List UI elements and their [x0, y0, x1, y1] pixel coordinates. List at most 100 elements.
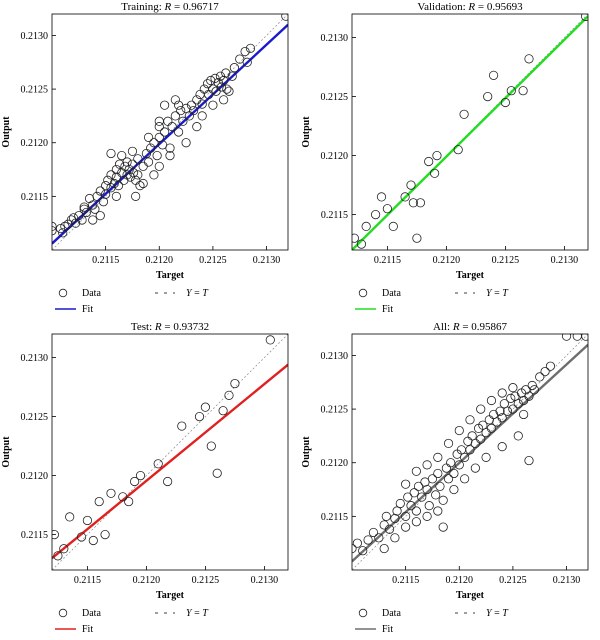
- data-point: [481, 452, 491, 462]
- data-point: [518, 86, 528, 96]
- data-point: [200, 402, 210, 412]
- data-point: [489, 70, 499, 80]
- identity-line: [52, 14, 288, 250]
- x-tick-label: 0.2125: [192, 575, 220, 586]
- legend-data-marker: [358, 288, 368, 298]
- data-point: [415, 198, 426, 208]
- chart-title-value: = 0.96717: [171, 1, 219, 13]
- data-point: [438, 522, 448, 532]
- data-point: [113, 181, 124, 191]
- y-tick-label: 0.2125: [321, 92, 349, 103]
- data-point: [535, 372, 545, 382]
- data-point: [431, 490, 441, 500]
- data-point: [427, 474, 438, 484]
- data-point: [212, 468, 222, 478]
- chart-validation: Validation: R = 0.95693 0.2115 0.2120 0.212…: [301, 1, 589, 315]
- data-point: [403, 492, 413, 502]
- legend: Data Fit Y = T: [55, 608, 209, 635]
- data-point: [433, 468, 443, 479]
- identity-line: [52, 334, 288, 570]
- legend-identity-label: Y = T: [186, 608, 209, 619]
- data-point: [189, 105, 199, 116]
- chart-all: All: R = 0.95867 0.2115 0.2120 0.2125 0.2130…: [301, 321, 589, 635]
- data-point: [411, 517, 421, 527]
- data-point: [470, 438, 480, 449]
- data-point: [76, 532, 87, 542]
- data-point: [281, 14, 288, 21]
- data-point: [170, 95, 180, 105]
- chart-title: Training: R = 0.96717: [121, 1, 219, 13]
- data-point: [371, 210, 381, 220]
- data-point: [79, 204, 89, 214]
- data-point: [486, 395, 497, 406]
- data-point: [88, 200, 98, 210]
- panel-test: Test: R = 0.93732 0.2115 0.2120 0.2125 0.213…: [0, 320, 300, 640]
- data-point: [413, 481, 424, 491]
- panel-all: All: R = 0.95867 0.2115 0.2120 0.2125 0.2130…: [300, 320, 600, 640]
- legend-identity-label: Y = T: [186, 288, 209, 299]
- data-point: [218, 406, 228, 416]
- data-point: [379, 543, 389, 554]
- y-tick-label: 0.2120: [21, 138, 49, 149]
- data-point: [506, 393, 516, 403]
- data-point: [106, 488, 116, 498]
- data-point: [154, 122, 164, 132]
- data-point: [177, 421, 187, 431]
- data-point: [202, 79, 213, 89]
- data-point: [135, 471, 146, 481]
- data-point: [92, 191, 102, 201]
- data-point: [352, 233, 359, 243]
- data-point: [146, 143, 156, 153]
- legend-identity-label: Y = T: [486, 288, 509, 299]
- chart-title-value: = 0.95693: [475, 1, 523, 13]
- data-point: [206, 441, 216, 451]
- data-point: [420, 477, 430, 487]
- x-tick-label: 0.2130: [551, 255, 579, 266]
- data-point: [495, 406, 505, 416]
- x-tick-label: 0.2115: [74, 575, 101, 586]
- y-tick-label: 0.2115: [321, 210, 348, 221]
- fit-line: [352, 343, 588, 563]
- data-point: [130, 476, 140, 487]
- data-point: [443, 438, 454, 449]
- data-point: [90, 204, 100, 214]
- chart-title: All: R = 0.95867: [433, 321, 508, 333]
- data-point: [506, 86, 516, 96]
- data-point: [219, 95, 229, 105]
- data-point: [381, 511, 391, 521]
- data-point: [167, 122, 177, 132]
- data-point: [508, 383, 518, 393]
- data-point: [106, 170, 116, 180]
- data-point: [84, 193, 95, 204]
- data-point: [138, 161, 148, 171]
- data-point: [513, 399, 523, 409]
- data-point: [52, 530, 59, 540]
- x-tick-label: 0.2120: [446, 575, 474, 586]
- data-point: [219, 75, 229, 86]
- legend-data-marker: [358, 608, 368, 618]
- data-point: [572, 334, 582, 341]
- data-point: [432, 151, 442, 161]
- data-point: [524, 455, 534, 466]
- y-tick-label: 0.2115: [21, 192, 48, 203]
- data-point: [497, 388, 507, 398]
- data-point: [153, 459, 163, 469]
- y-tick-label: 0.2115: [321, 512, 348, 523]
- data-point: [52, 226, 57, 236]
- panel-validation: Validation: R = 0.95693 0.2115 0.2120 0.212…: [300, 0, 600, 320]
- data-point: [197, 99, 207, 109]
- data-point: [368, 527, 379, 538]
- y-tick-label: 0.2130: [321, 33, 349, 44]
- data-point: [117, 168, 127, 178]
- data-point: [88, 535, 98, 546]
- chart-title: Validation: R = 0.95693: [417, 1, 523, 13]
- legend-identity-label: Y = T: [486, 608, 509, 619]
- data-point: [109, 178, 119, 189]
- y-axis-label: Output: [1, 116, 12, 148]
- data-point: [361, 221, 371, 231]
- data-point: [484, 415, 494, 425]
- data-point: [424, 156, 434, 167]
- data-point: [208, 84, 218, 94]
- legend-fit-label: Fit: [82, 304, 93, 315]
- data-point: [465, 415, 475, 425]
